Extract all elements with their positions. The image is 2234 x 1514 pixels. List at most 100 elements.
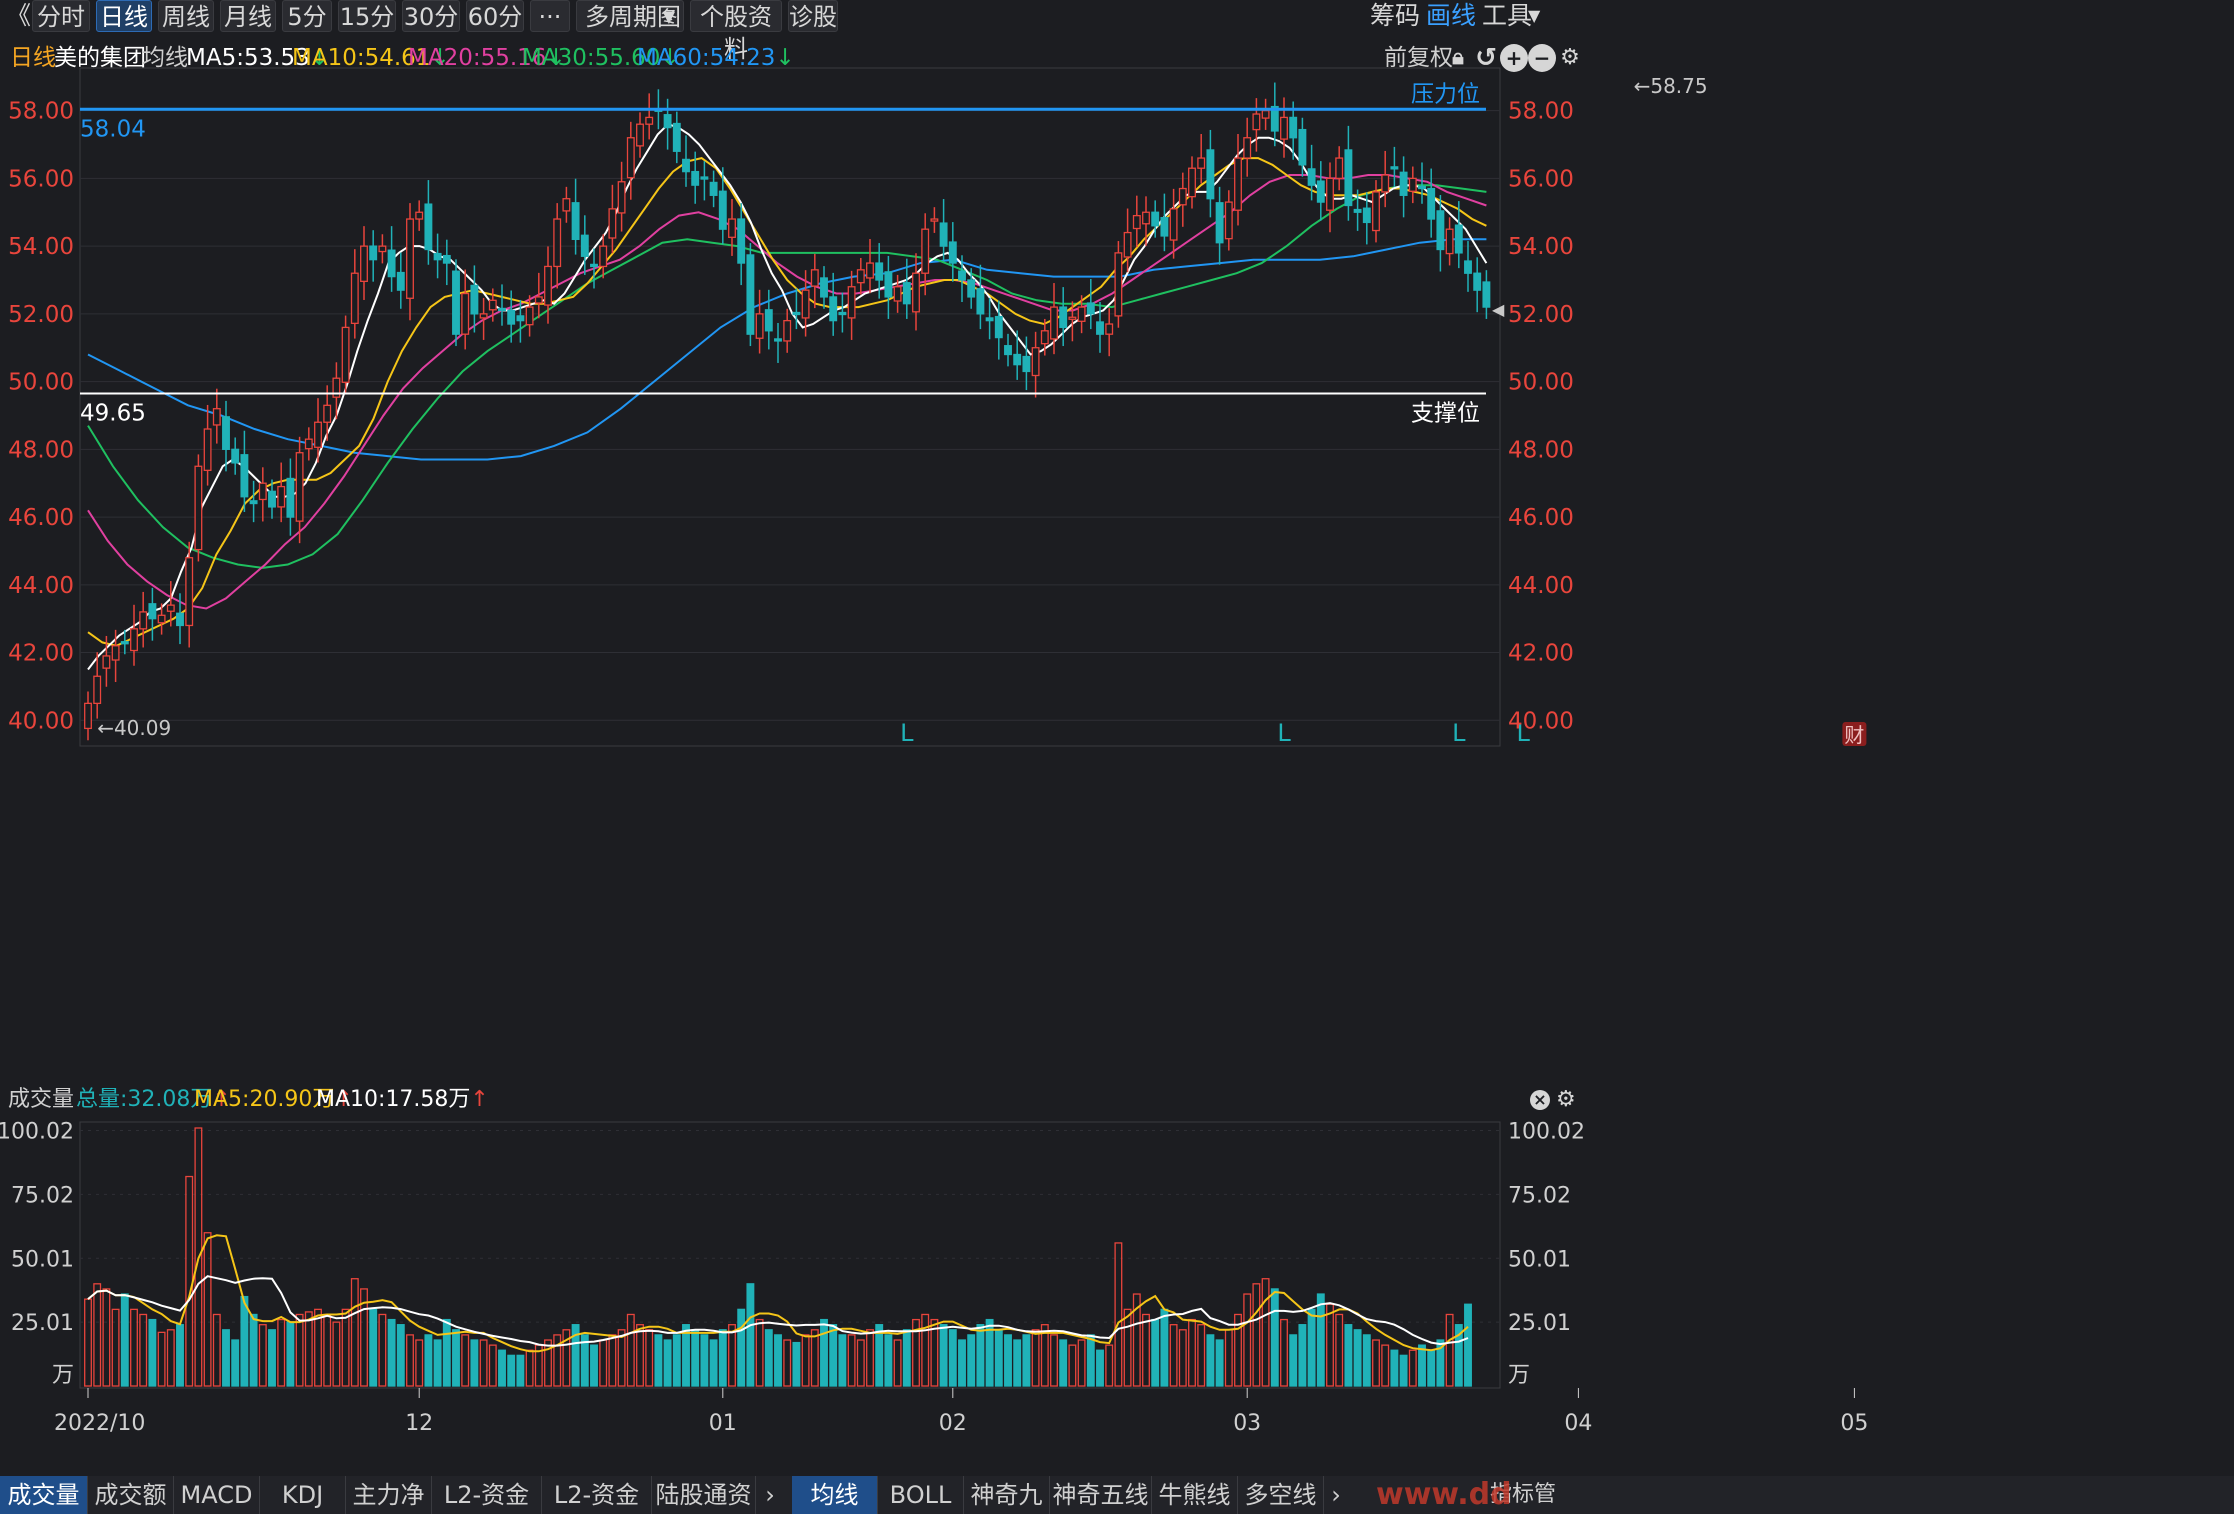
- tab-turnover[interactable]: 成交额: [88, 1476, 174, 1514]
- volume-bar: [304, 1311, 313, 1387]
- gear-icon[interactable]: ⚙: [1556, 1087, 1576, 1112]
- tab-fenshi[interactable]: 分时: [32, 0, 90, 32]
- gear-icon[interactable]: ⚙: [1560, 45, 1580, 70]
- volume-bar: [755, 1318, 764, 1387]
- candle-body: [249, 500, 258, 505]
- volume-tick-right: 75.02: [1508, 1183, 1571, 1208]
- draw-line-button[interactable]: 画线: [1426, 1, 1477, 30]
- more-tabs-button[interactable]: ···: [530, 0, 570, 32]
- volume-bar: [130, 1308, 138, 1387]
- volume-bar: [544, 1339, 552, 1387]
- tab-60min[interactable]: 60分: [466, 0, 524, 32]
- volume-chart[interactable]: 100.02 100.02 75.02 75.02 50.01 50.01 25.01 25.…: [0, 1118, 2234, 1478]
- lock-icon[interactable]: 🔒︎: [1452, 45, 1464, 70]
- candle-body: [268, 490, 276, 508]
- candle-body: [1188, 167, 1196, 198]
- volume-tick-left: 50.01: [11, 1247, 74, 1272]
- undo-icon[interactable]: ↺: [1475, 43, 1497, 73]
- ma-label[interactable]: 均线: [142, 45, 188, 71]
- volume-bar: [902, 1329, 911, 1387]
- tab-five-lines[interactable]: 神奇五线谱: [1050, 1476, 1152, 1514]
- tab-weekly[interactable]: 周线: [158, 0, 214, 32]
- candle-body: [682, 158, 690, 173]
- tab-monthly[interactable]: 月线: [220, 0, 276, 32]
- tab-daily[interactable]: 日线: [96, 0, 152, 32]
- candle-body: [1160, 217, 1169, 237]
- tab-macd[interactable]: MACD: [174, 1476, 260, 1514]
- diagnose-tab[interactable]: 诊股: [788, 0, 838, 32]
- volume-unit-right: 万: [1508, 1363, 1530, 1388]
- volume-ma5-line: [87, 1234, 1469, 1353]
- double-chevron-left-icon[interactable]: 《: [6, 1, 32, 30]
- candle-body: [1298, 128, 1307, 166]
- tab-bull-bear[interactable]: 牛熊线: [1152, 1476, 1238, 1514]
- tab-long-short[interactable]: 多空线: [1238, 1476, 1324, 1514]
- price-grid: [80, 110, 1500, 721]
- candle-body: [498, 307, 506, 312]
- volume-bar: [1362, 1334, 1371, 1387]
- volume-bar: [1215, 1339, 1224, 1387]
- candle-body: [1464, 260, 1472, 274]
- volume-bar: [700, 1334, 709, 1387]
- candle-body: [1335, 157, 1344, 180]
- volume-label[interactable]: 成交量: [8, 1087, 75, 1112]
- stock-name[interactable]: 美的集团: [54, 45, 146, 71]
- adjust-mode-button[interactable]: 前复权: [1384, 45, 1453, 71]
- candle-body: [1059, 306, 1068, 329]
- tab-kdj[interactable]: KDJ: [260, 1476, 346, 1514]
- volume-bar: [166, 1329, 175, 1387]
- chevron-right-icon[interactable]: ›: [1331, 1481, 1341, 1509]
- chips-button[interactable]: 筹码: [1370, 1, 1421, 30]
- close-icon[interactable]: ×: [1530, 1090, 1550, 1110]
- price-tick-left: 56.00: [8, 166, 74, 192]
- tab-5min[interactable]: 5分: [282, 0, 332, 32]
- volume-bar: [1261, 1278, 1270, 1387]
- volume-bar: [976, 1324, 985, 1387]
- volume-bar: [295, 1313, 304, 1387]
- candle-body: [277, 485, 286, 508]
- indicator-manage-button[interactable]: 指标管理: [1489, 1482, 1556, 1507]
- tab-boll[interactable]: BOLL: [878, 1476, 964, 1514]
- tab-td-nine[interactable]: 神奇九转: [964, 1476, 1050, 1514]
- stock-profile-tab[interactable]: 个股资料: [690, 0, 782, 63]
- volume-bar: [1142, 1313, 1150, 1387]
- tab-l2-bottom[interactable]: L2-资金抄底: [432, 1476, 542, 1514]
- tab-15min[interactable]: 15分: [338, 0, 396, 32]
- tab-main-net[interactable]: 主力净额: [346, 1476, 432, 1514]
- volume-bar: [1372, 1339, 1380, 1387]
- tools-button[interactable]: 工具: [1482, 1, 1533, 30]
- volume-bar: [580, 1334, 589, 1387]
- volume-bar: [1160, 1308, 1169, 1387]
- chevron-right-icon[interactable]: ›: [765, 1481, 775, 1509]
- tab-30min[interactable]: 30分: [402, 0, 460, 32]
- candle-body: [332, 377, 341, 398]
- candle-body: [516, 315, 525, 322]
- candle-body: [1399, 171, 1408, 196]
- candle-body: [1427, 187, 1436, 220]
- candle-body: [571, 202, 580, 240]
- volume-bar: [1307, 1308, 1316, 1387]
- candle-body: [985, 317, 994, 322]
- price-chart[interactable]: 58.04 压力位 49.65 支撑位 ←58.75 ←40.09 L L L L 财 ◀ 58.00…: [0, 60, 2234, 1060]
- candle-body: [1224, 201, 1233, 240]
- tab-volume[interactable]: 成交量: [0, 1476, 88, 1514]
- zoom-out-icon[interactable]: −: [1528, 44, 1556, 72]
- tab-ma[interactable]: 均线: [792, 1476, 878, 1514]
- candle-body: [240, 454, 249, 498]
- price-tick-left: 42.00: [8, 641, 74, 667]
- volume-bar: [838, 1334, 847, 1387]
- candle-body: [1316, 180, 1325, 203]
- volume-bar: [461, 1334, 470, 1387]
- volume-bar: [948, 1329, 957, 1387]
- volume-bar: [994, 1329, 1003, 1387]
- tab-l2-position[interactable]: L2-资金仓位: [542, 1476, 652, 1514]
- arrow-up-icon: ↑: [470, 1087, 489, 1112]
- tab-northbound[interactable]: 陆股通资金: [652, 1476, 756, 1514]
- volume-ma5: MA5:20.90万↑: [194, 1087, 353, 1112]
- candle-body: [84, 702, 92, 730]
- multi-period-dropdown[interactable]: 多周期图 ▼: [576, 0, 684, 32]
- candle-body: [1270, 105, 1279, 132]
- zoom-in-icon[interactable]: +: [1500, 44, 1528, 72]
- candle-body: [930, 218, 939, 222]
- volume-bar: [921, 1313, 930, 1387]
